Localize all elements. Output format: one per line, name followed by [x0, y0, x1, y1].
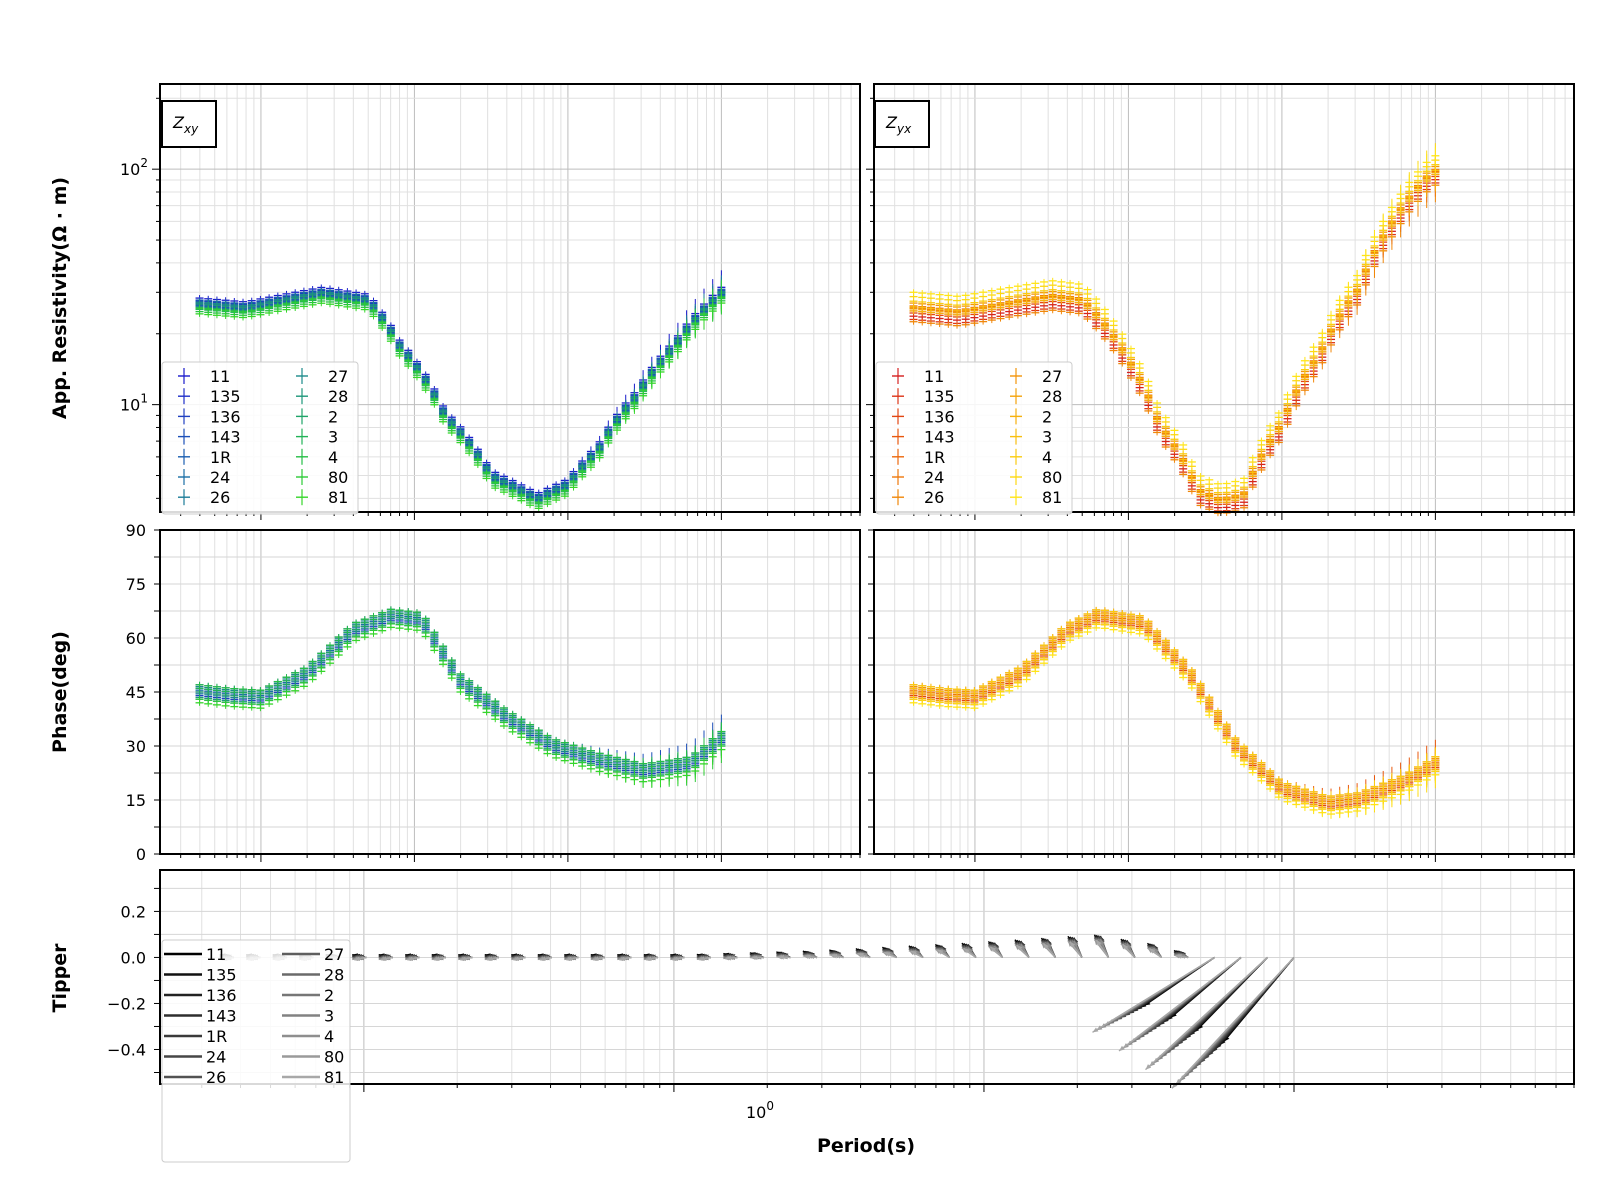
- grid-layer: [160, 84, 1575, 1084]
